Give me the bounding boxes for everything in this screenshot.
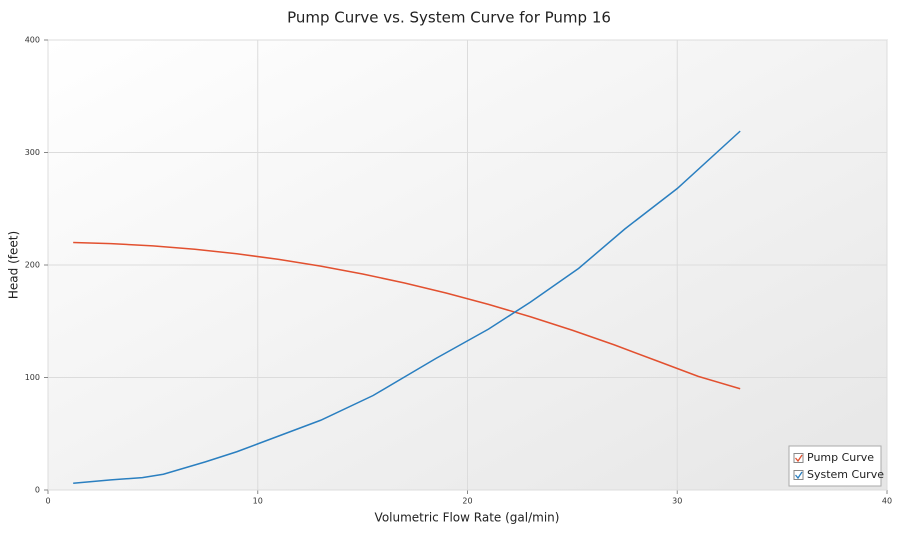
legend-label: System Curve — [807, 468, 884, 481]
x-tick-label: 30 — [672, 497, 682, 506]
y-tick-label: 400 — [25, 36, 40, 45]
x-tick-label: 0 — [45, 497, 50, 506]
legend-check — [795, 471, 803, 480]
legend-checkbox[interactable] — [793, 453, 804, 463]
y-tick-label: 100 — [25, 373, 40, 382]
legend — [788, 445, 882, 487]
y-axis-label: Head (feet) — [7, 231, 21, 299]
y-tick-label: 0 — [35, 486, 40, 495]
x-tick-label: 40 — [882, 497, 892, 506]
x-tick-label: 10 — [253, 497, 263, 506]
legend-item[interactable]: Pump Curve — [793, 451, 874, 464]
line-series — [73, 241, 741, 390]
y-tick-label: 200 — [25, 261, 40, 270]
legend-check — [795, 454, 803, 463]
chart-title: Pump Curve vs. System Curve for Pump 16 — [287, 9, 611, 27]
legend-label: Pump Curve — [807, 451, 874, 464]
x-axis-label: Volumetric Flow Rate (gal/min) — [375, 511, 560, 525]
x-tick-label: 20 — [462, 497, 472, 506]
legend-item[interactable]: System Curve — [793, 468, 884, 481]
legend-checkbox[interactable] — [793, 470, 804, 480]
line-series — [73, 130, 741, 484]
y-tick-label: 300 — [25, 148, 40, 157]
